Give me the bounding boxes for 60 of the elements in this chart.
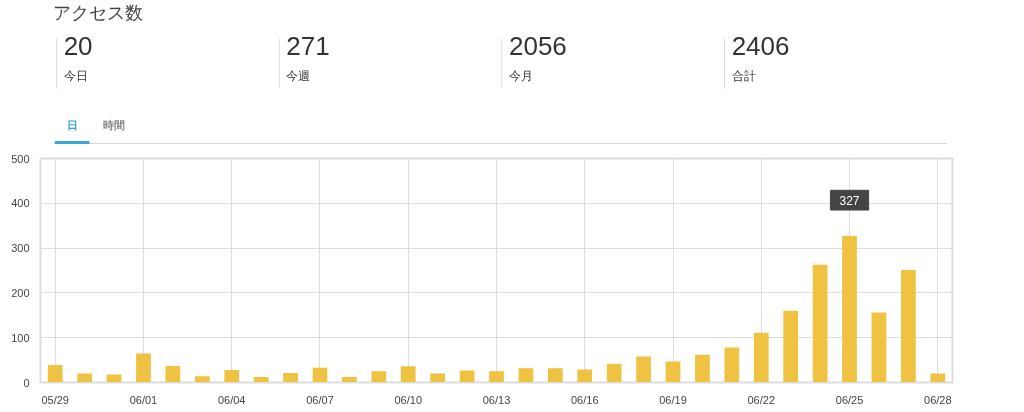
bar xyxy=(901,270,916,383)
text: 今日 xyxy=(63,68,88,83)
bar xyxy=(194,376,210,383)
x-tick-label: 06/22 xyxy=(747,393,776,406)
text: 20 xyxy=(63,30,93,61)
x-tick-label: 06/28 xyxy=(924,393,952,406)
bar xyxy=(47,365,63,383)
bar xyxy=(547,368,563,383)
x-tick-label: 06/04 xyxy=(217,393,246,406)
x-tick-label: 06/07 xyxy=(306,393,334,406)
bar xyxy=(136,353,151,383)
y-tick-label: 100 xyxy=(11,331,30,344)
bar xyxy=(871,312,887,383)
bar xyxy=(224,369,240,383)
bar xyxy=(695,354,710,383)
bar xyxy=(371,371,387,383)
bar xyxy=(724,347,740,383)
y-tick-label: 400 xyxy=(11,197,30,210)
x-tick-label: 05/29 xyxy=(41,393,69,406)
text: アクセス数 xyxy=(52,2,143,23)
bar xyxy=(665,361,681,383)
bar xyxy=(577,369,593,383)
text: 2056 xyxy=(508,30,567,61)
y-tick-label: 300 xyxy=(11,242,30,255)
x-tick-label: 06/01 xyxy=(129,393,158,406)
x-tick-label: 06/16 xyxy=(570,393,599,406)
bar xyxy=(783,310,799,383)
y-tick-label: 200 xyxy=(11,286,30,299)
y-tick-label: 500 xyxy=(11,152,30,165)
text: 日 xyxy=(67,118,79,131)
y-tick-label: 0 xyxy=(23,376,30,389)
text: 時間 xyxy=(102,118,125,131)
bar xyxy=(106,374,122,383)
bar xyxy=(459,370,475,383)
bar xyxy=(253,377,269,383)
text: 今週 xyxy=(286,68,311,83)
bar xyxy=(430,373,446,383)
annotation: 327 xyxy=(839,193,860,208)
bar xyxy=(165,365,181,383)
bar xyxy=(812,264,828,383)
bar xyxy=(77,373,92,383)
bar xyxy=(930,373,946,383)
x-tick-label: 06/10 xyxy=(394,393,423,406)
bar xyxy=(283,373,298,383)
bar xyxy=(489,371,504,383)
x-tick-label: 06/19 xyxy=(659,393,687,406)
x-tick-label: 06/25 xyxy=(835,393,864,406)
text: 2406 xyxy=(731,30,790,61)
bar xyxy=(400,366,416,383)
bar xyxy=(606,363,622,383)
text: 今月 xyxy=(508,68,533,83)
bar xyxy=(842,236,857,383)
bar xyxy=(312,367,328,383)
bar xyxy=(518,368,534,383)
text: 271 xyxy=(286,30,330,61)
bar xyxy=(636,356,651,383)
text: 合計 xyxy=(731,68,756,83)
x-tick-label: 06/13 xyxy=(482,393,511,406)
bar xyxy=(753,332,769,383)
bar xyxy=(342,377,357,383)
